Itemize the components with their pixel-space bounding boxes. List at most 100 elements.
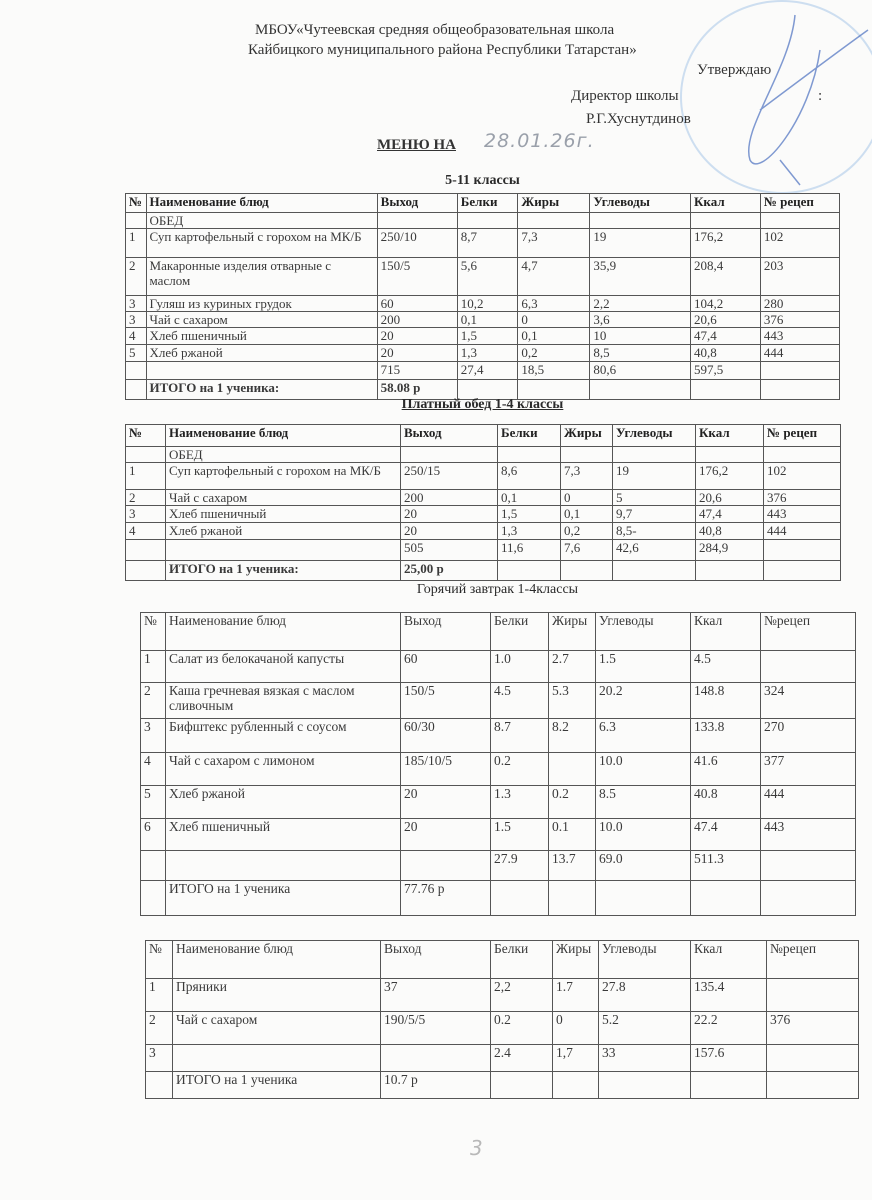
- table-row: 715 27,4 18,5 80,6 597,5: [125, 361, 841, 380]
- table-cell: 7,3: [560, 462, 613, 490]
- table-cell: 20: [400, 785, 491, 819]
- table-cell: 20: [376, 327, 458, 345]
- table-cell: 77.76 р: [400, 880, 491, 916]
- table-row: 3 Чай с сахаром 200 0,1 0 3,6 20,6 376: [125, 311, 841, 328]
- table-cell: 1,5: [456, 327, 519, 345]
- column-header: Выход: [380, 940, 491, 979]
- column-header: Ккал: [689, 193, 761, 213]
- table-cell: 4.5: [490, 682, 549, 719]
- table-header-row: № Наименование блюд Выход Белки Жиры Углеводы…: [125, 193, 841, 213]
- table-cell: [695, 446, 764, 463]
- table-row: 3 Гуляш из куриных грудок 60 10,2 6,3 2,2 104,…: [125, 295, 841, 312]
- column-header: Углеводы: [589, 193, 691, 213]
- table-cell: Пряники: [172, 978, 381, 1012]
- table-row: ИТОГО на 1 ученика: 58.08 р: [125, 379, 841, 400]
- column-header: Выход: [400, 424, 498, 447]
- table-cell: 505: [400, 539, 498, 561]
- table-cell: 5: [140, 785, 166, 819]
- table-cell: 40,8: [689, 344, 761, 362]
- table-cell: 20.2: [595, 682, 691, 719]
- table-cell: [125, 446, 166, 463]
- table-cell: 25,00 р: [400, 560, 498, 581]
- table-cell: 443: [760, 818, 856, 851]
- table-cell: [165, 850, 401, 881]
- table-cell: 8,6: [497, 462, 561, 490]
- table-cell: 0.1: [548, 818, 596, 851]
- table-cell: 1: [125, 228, 147, 258]
- table-cell: 4: [125, 522, 166, 540]
- column-header: Углеводы: [595, 612, 691, 651]
- table-cell: 20,6: [695, 489, 764, 506]
- table-cell: 19: [612, 462, 696, 490]
- table-cell: 150/5: [376, 257, 458, 296]
- table-cell: 0.2: [490, 1011, 553, 1045]
- table-cell: [140, 880, 166, 916]
- table-cell: [490, 1071, 553, 1099]
- director-title: Директор школы: [571, 88, 679, 104]
- table-cell: Каша гречневая вязкая с маслом сливочным: [165, 682, 401, 719]
- column-header: Ккал: [695, 424, 764, 447]
- table-cell: 20,6: [689, 311, 761, 328]
- table-caption: Горячий завтрак 1-4классы: [416, 582, 579, 597]
- table-cell: 0.2: [490, 752, 549, 786]
- table-cell: 150/5: [400, 682, 491, 719]
- table-cell: 27.8: [598, 978, 691, 1012]
- table-cell: 58.08 р: [376, 379, 458, 400]
- table-cell: 4.5: [690, 650, 761, 683]
- table-row: 2 Макаронные изделия отварные с маслом 150…: [125, 257, 841, 296]
- table-cell: 376: [766, 1011, 859, 1045]
- menu-table: № Наименование блюд Выход Белки Жиры Углеводы…: [140, 612, 856, 916]
- column-header: Белки: [490, 612, 549, 651]
- table-row: 5 Хлеб ржаной 20 1.3 0.2 8.5 40.8 444: [140, 785, 856, 819]
- table-cell: 1.7: [552, 978, 599, 1012]
- column-header: Жиры: [548, 612, 596, 651]
- table-header-row: № Наименование блюд Выход Белки Жиры Углеводы…: [140, 612, 856, 651]
- table-cell: [456, 212, 519, 229]
- table-cell: 104,2: [689, 295, 761, 312]
- column-header: Наименование блюд: [165, 424, 401, 447]
- table-cell: [595, 880, 691, 916]
- org-name-line1: МБОУ«Чутеевская средняя общеобразователь…: [255, 22, 615, 38]
- table-row: 2 Чай с сахаром 200 0,1 0 5 20,6 376: [125, 489, 841, 506]
- table-cell: 8,7: [456, 228, 519, 258]
- approve-label: Утверждаю: [697, 62, 772, 78]
- table-cell: 3: [125, 295, 147, 312]
- table-cell: 7,6: [560, 539, 613, 561]
- table-cell: [766, 1044, 859, 1072]
- table-row: 6 Хлеб пшеничный 20 1.5 0.1 10.0 47.4 443: [140, 818, 856, 851]
- table-cell: Чай с сахаром с лимоном: [165, 752, 401, 786]
- table-cell: [689, 212, 761, 229]
- table-cell: 8.7: [490, 718, 549, 753]
- table-cell: 47,4: [689, 327, 761, 345]
- table-cell: 1: [140, 650, 166, 683]
- table-cell: 80,6: [589, 361, 691, 380]
- table-cell: 20: [400, 522, 498, 540]
- table-cell: [125, 539, 166, 561]
- table-cell: 5: [125, 344, 147, 362]
- table-cell: Чай с сахаром: [145, 311, 378, 328]
- column-header: Углеводы: [612, 424, 696, 447]
- column-header: Наименование блюд: [172, 940, 381, 979]
- table-cell: [759, 361, 841, 380]
- table-cell: 7,3: [517, 228, 591, 258]
- table-cell: [548, 880, 596, 916]
- table-cell: 444: [760, 785, 856, 819]
- table-cell: 444: [763, 522, 841, 540]
- table-cell: [766, 1071, 859, 1099]
- table-cell: 20: [400, 818, 491, 851]
- table-cell: [400, 850, 491, 881]
- table-cell: Хлеб ржаной: [165, 785, 401, 819]
- page-mark: 3: [470, 1136, 483, 1160]
- menu-table: № Наименование блюд Выход Белки Жиры Углеводы…: [125, 424, 841, 581]
- table-cell: [760, 850, 856, 881]
- table-cell: [125, 560, 166, 581]
- table-row: 3 Хлеб пшеничный 20 1,5 0,1 9,7 47,4 443: [125, 505, 841, 523]
- org-name-line2: Кайбицкого муниципального района Республ…: [248, 42, 637, 58]
- table-row: ИТОГО на 1 ученика 77.76 р: [140, 880, 856, 916]
- column-header: Наименование блюд: [165, 612, 401, 651]
- table-cell: 41.6: [690, 752, 761, 786]
- table-cell: 157.6: [690, 1044, 767, 1072]
- table-cell: [760, 650, 856, 683]
- table-cell: 35,9: [589, 257, 691, 296]
- table-cell: 20: [376, 344, 458, 362]
